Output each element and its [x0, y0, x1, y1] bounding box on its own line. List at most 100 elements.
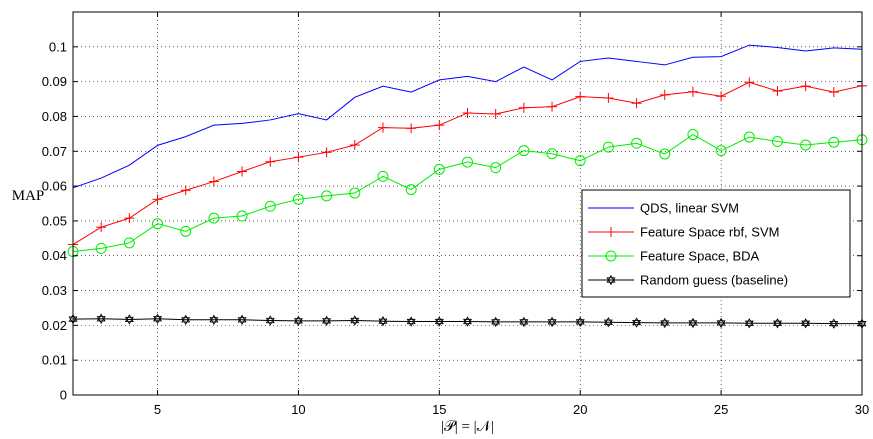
data-point [688, 317, 698, 329]
legend: QDS, linear SVM Feature Space rbf, SVM Fea… [581, 189, 851, 298]
data-point [152, 218, 164, 230]
legend-label: QDS, linear SVM [640, 201, 739, 216]
plot-frame [72, 11, 863, 396]
data-point [349, 140, 360, 151]
data-point [434, 120, 445, 131]
legend-label: Feature Space rbf, SVM [640, 225, 779, 240]
data-point [575, 316, 585, 328]
y-tick-label: 0.06 [42, 179, 67, 194]
legend-entry: Feature Space, BDA [588, 249, 760, 264]
legend-label: Random guess (baseline) [640, 273, 788, 288]
data-point [659, 148, 671, 160]
legend-marker [605, 250, 617, 262]
data-point [350, 315, 360, 326]
data-point [153, 313, 163, 324]
data-point [546, 148, 558, 160]
data-point [433, 163, 445, 175]
data-point [209, 314, 219, 325]
data-point [181, 314, 191, 325]
y-axis-label: MAP [12, 188, 45, 204]
data-point [208, 212, 220, 224]
data-point [292, 193, 304, 205]
data-point [602, 141, 614, 153]
x-tick-label: 25 [714, 402, 728, 417]
data-point [237, 166, 248, 177]
data-point [124, 213, 135, 224]
series-2 [67, 129, 868, 258]
data-point [687, 86, 698, 97]
data-point [490, 109, 501, 120]
y-tick-label: 0.01 [42, 353, 67, 368]
y-tick-label: 0.05 [42, 213, 67, 228]
data-point [378, 315, 388, 327]
data-point [518, 102, 529, 113]
legend-entry: QDS, linear SVM [588, 201, 739, 216]
x-tick-label: 15 [432, 402, 446, 417]
data-point [715, 145, 727, 157]
data-point [519, 316, 529, 328]
data-point [293, 315, 303, 327]
data-point [96, 313, 106, 324]
data-point [236, 210, 248, 222]
data-point [406, 316, 416, 327]
series-line [72, 44, 863, 189]
data-point [264, 200, 276, 212]
data-point [434, 316, 444, 327]
legend-marker [606, 227, 616, 237]
series-line [72, 133, 863, 253]
data-point [124, 314, 134, 325]
series-line [72, 318, 862, 325]
ticks: 5 10 15 20 25 30 0 0.01 0.02 0.03 0.04 0.05 0.06 0.07… [42, 12, 869, 417]
data-point [463, 316, 472, 327]
series-layer [67, 44, 868, 329]
data-point [828, 136, 840, 148]
legend-entry: Feature Space rbf, SVM [588, 225, 779, 240]
y-tick-label: 0.07 [42, 144, 67, 159]
series-3 [68, 313, 867, 329]
data-point [687, 129, 699, 141]
y-tick-label: 0.04 [42, 248, 67, 263]
data-point [237, 314, 247, 325]
data-point [575, 91, 586, 102]
data-point [265, 315, 275, 326]
data-point [603, 317, 613, 328]
data-point [772, 318, 782, 329]
data-point [377, 170, 389, 182]
data-point [547, 101, 558, 112]
y-tick-label: 0.08 [42, 109, 67, 124]
data-point [632, 317, 642, 328]
data-point [321, 190, 333, 202]
data-point [603, 93, 614, 104]
series-1 [68, 77, 867, 250]
legend-marker [606, 274, 616, 286]
data-point [208, 176, 219, 187]
data-point [801, 318, 811, 329]
data-point [771, 136, 783, 148]
data-point [491, 316, 501, 328]
x-tick-label: 5 [154, 402, 161, 417]
data-point [800, 139, 812, 151]
data-point [744, 318, 754, 329]
data-point [829, 318, 839, 329]
data-point [377, 122, 388, 133]
data-point [96, 222, 107, 233]
data-point [547, 316, 557, 328]
series-0 [72, 44, 863, 189]
data-point [574, 155, 586, 167]
data-point [123, 237, 135, 249]
y-tick-label: 0.1 [49, 39, 67, 54]
data-point [321, 147, 332, 158]
data-point [631, 137, 643, 149]
data-point [660, 317, 670, 329]
x-tick-label: 20 [573, 402, 587, 417]
data-point [744, 77, 755, 88]
data-point [406, 123, 417, 134]
data-point [462, 156, 473, 168]
data-point [265, 156, 276, 167]
data-point [462, 107, 473, 118]
legend-label: Feature Space, BDA [640, 249, 760, 264]
data-point [743, 131, 755, 143]
y-tick-label: 0.09 [42, 74, 67, 89]
data-point [180, 185, 191, 196]
